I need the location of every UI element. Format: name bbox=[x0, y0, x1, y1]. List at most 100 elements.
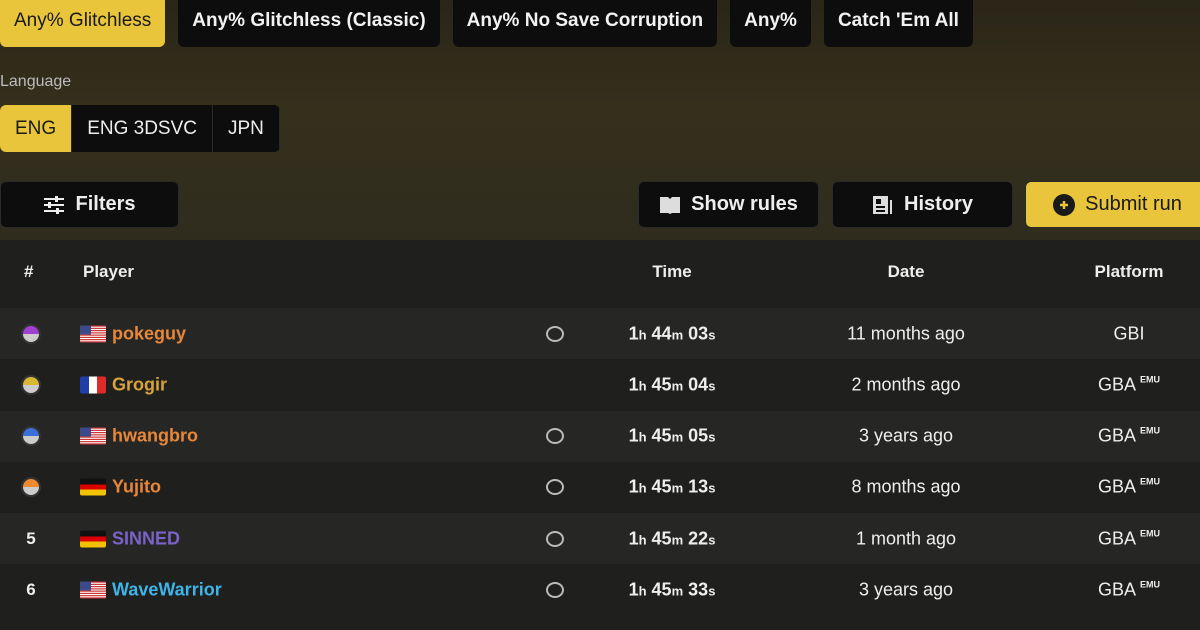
category-tab[interactable]: Catch 'Em All bbox=[823, 0, 973, 47]
header-player: Player bbox=[83, 262, 135, 281]
submit-run-button[interactable]: Submit run bbox=[1025, 181, 1200, 228]
platform-name: GBA bbox=[1097, 579, 1136, 600]
hours: 1 bbox=[628, 323, 639, 343]
hours: 1 bbox=[628, 374, 639, 395]
run-date: 3 years ago bbox=[858, 579, 954, 600]
great-ball-icon bbox=[21, 426, 41, 447]
table-row[interactable]: Yujito 1h 45m 13s 8 months ago GBA EMU bbox=[0, 461, 1200, 513]
minutes: 45 bbox=[651, 579, 672, 600]
run-date: 11 months ago bbox=[847, 323, 965, 343]
comment-icon[interactable] bbox=[546, 582, 564, 598]
rank: 5 bbox=[26, 528, 36, 548]
header-platform: Platform bbox=[1094, 262, 1164, 281]
newspaper-icon bbox=[873, 195, 893, 214]
platform: GBI bbox=[1070, 323, 1188, 344]
run-date: 2 months ago bbox=[851, 374, 961, 395]
filters-button[interactable]: Filters bbox=[0, 181, 179, 228]
filters-label: Filters bbox=[75, 193, 136, 215]
run-time[interactable]: 1h 45m 05s bbox=[628, 425, 716, 446]
platform: GBA EMU bbox=[1070, 580, 1188, 601]
comment-icon[interactable] bbox=[546, 428, 564, 445]
hours: 1 bbox=[628, 528, 639, 549]
comment-icon[interactable] bbox=[546, 530, 564, 547]
emu-badge: EMU bbox=[1140, 425, 1160, 436]
language-option[interactable]: ENG bbox=[0, 105, 73, 152]
header-rank: # bbox=[24, 262, 34, 281]
poke-ball-icon bbox=[21, 477, 41, 498]
minutes: 45 bbox=[651, 425, 672, 446]
master-ball-icon bbox=[21, 323, 41, 344]
comment-icon[interactable] bbox=[546, 325, 564, 342]
table-row[interactable]: pokeguy 1h 44m 03s 11 months ago GBI bbox=[0, 308, 1200, 359]
sliders-icon bbox=[44, 195, 65, 214]
minutes: 45 bbox=[651, 528, 672, 549]
flag-us-icon bbox=[80, 427, 106, 445]
emu-badge: EMU bbox=[1140, 374, 1160, 385]
plus-circle-icon bbox=[1053, 193, 1076, 216]
player-link[interactable]: SINNED bbox=[112, 528, 181, 549]
run-time[interactable]: 1h 45m 33s bbox=[628, 579, 716, 600]
submit-run-label: Submit run bbox=[1085, 193, 1182, 215]
category-tab[interactable]: Any% No Save Corruption bbox=[452, 0, 718, 47]
seconds: 05 bbox=[688, 425, 709, 446]
minutes: 44 bbox=[651, 323, 672, 343]
language-label: Language bbox=[0, 73, 72, 90]
seconds: 13 bbox=[688, 476, 709, 497]
show-rules-button[interactable]: Show rules bbox=[638, 181, 819, 228]
platform: GBA EMU bbox=[1070, 426, 1188, 447]
show-rules-label: Show rules bbox=[691, 193, 798, 215]
platform-name: GBA bbox=[1097, 374, 1136, 395]
language-option[interactable]: ENG 3DSVC bbox=[72, 105, 213, 152]
category-tab[interactable]: Any% bbox=[730, 0, 811, 47]
table-row[interactable]: 5 SINNED 1h 45m 22s 1 month ago GBA EMU bbox=[0, 513, 1200, 565]
emu-badge: EMU bbox=[1140, 528, 1160, 539]
platform: GBA EMU bbox=[1070, 528, 1188, 549]
table-row[interactable]: 6 WaveWarrior 1h 45m 33s 3 years ago GBA EMU bbox=[0, 564, 1200, 616]
history-label: History bbox=[904, 193, 973, 215]
emu-badge: EMU bbox=[1140, 579, 1160, 590]
hours: 1 bbox=[628, 579, 639, 600]
platform: GBA EMU bbox=[1070, 374, 1188, 395]
language-selector: ENG ENG 3DSVC JPN bbox=[0, 105, 280, 152]
run-time[interactable]: 1h 45m 22s bbox=[628, 528, 716, 549]
table-row[interactable]: hwangbro 1h 45m 05s 3 years ago GBA EMU bbox=[0, 410, 1200, 462]
run-date: 8 months ago bbox=[851, 476, 961, 497]
run-date: 3 years ago bbox=[858, 425, 954, 446]
history-button[interactable]: History bbox=[832, 181, 1013, 228]
category-tab[interactable]: Any% Glitchless (Classic) bbox=[178, 0, 440, 47]
platform-name: GBA bbox=[1097, 528, 1136, 549]
platform-name: GBA bbox=[1097, 476, 1136, 497]
run-time[interactable]: 1h 45m 04s bbox=[628, 374, 716, 395]
run-date: 1 month ago bbox=[855, 528, 957, 549]
book-icon bbox=[660, 196, 681, 214]
language-option[interactable]: JPN bbox=[213, 105, 280, 152]
minutes: 45 bbox=[651, 476, 672, 497]
category-tabs: Any% Glitchless Any% Glitchless (Classic)… bbox=[0, 0, 973, 47]
player-link[interactable]: hwangbro bbox=[112, 425, 198, 446]
hours: 1 bbox=[628, 476, 639, 497]
seconds: 33 bbox=[688, 579, 709, 600]
rank: 6 bbox=[26, 580, 36, 599]
run-time[interactable]: 1h 45m 13s bbox=[628, 476, 716, 497]
player-link[interactable]: WaveWarrior bbox=[112, 579, 222, 600]
flag-fr-icon bbox=[80, 376, 106, 394]
seconds: 03 bbox=[688, 323, 709, 343]
ultra-ball-icon bbox=[21, 374, 41, 395]
emu-badge: EMU bbox=[1140, 476, 1160, 487]
flag-us-icon bbox=[80, 581, 106, 599]
platform-name: GBI bbox=[1113, 323, 1145, 343]
flag-de-icon bbox=[80, 530, 106, 548]
comment-icon[interactable] bbox=[546, 479, 564, 496]
table-row[interactable]: Grogir 1h 45m 04s 2 months ago GBA EMU bbox=[0, 359, 1200, 411]
minutes: 45 bbox=[651, 374, 672, 395]
player-link[interactable]: Yujito bbox=[112, 476, 161, 497]
run-time[interactable]: 1h 44m 03s bbox=[628, 323, 716, 343]
hours: 1 bbox=[628, 425, 639, 446]
player-link[interactable]: Grogir bbox=[112, 374, 168, 395]
flag-de-icon bbox=[80, 478, 106, 496]
flag-us-icon bbox=[80, 325, 106, 342]
platform: GBA EMU bbox=[1070, 477, 1188, 498]
category-tab[interactable]: Any% Glitchless bbox=[0, 0, 166, 47]
header-date: Date bbox=[887, 262, 925, 281]
player-link[interactable]: pokeguy bbox=[112, 323, 187, 343]
